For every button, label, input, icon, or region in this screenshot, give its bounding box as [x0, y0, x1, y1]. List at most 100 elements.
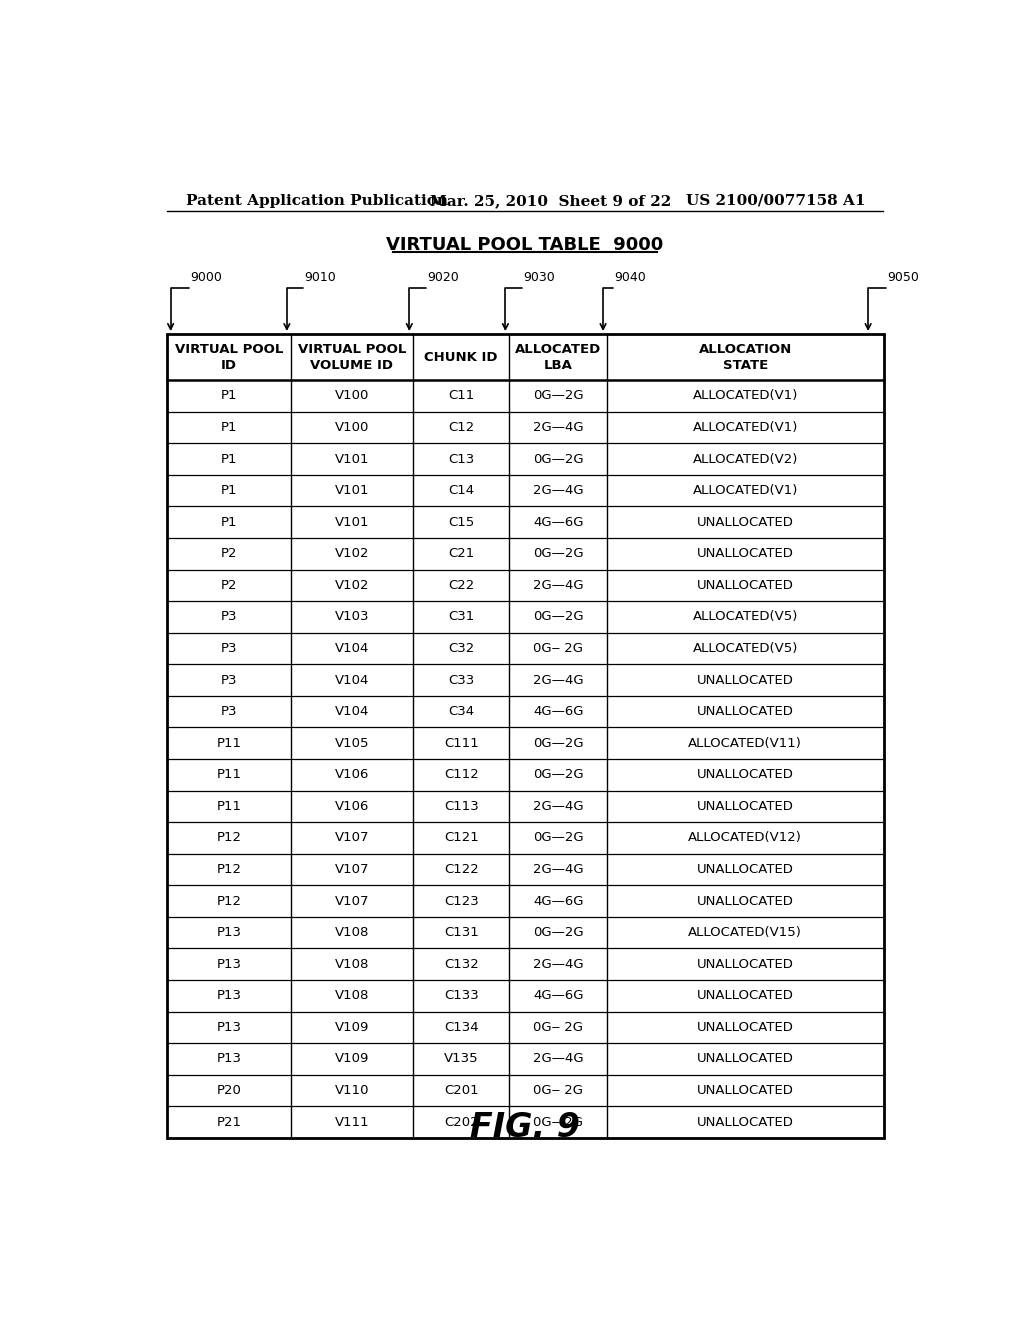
Text: P13: P13: [216, 958, 242, 970]
Text: US 2100/0077158 A1: US 2100/0077158 A1: [686, 194, 865, 207]
Text: P2: P2: [220, 579, 237, 591]
Text: P12: P12: [216, 895, 242, 908]
Text: UNALLOCATED: UNALLOCATED: [697, 673, 794, 686]
Text: V108: V108: [335, 958, 370, 970]
Text: UNALLOCATED: UNALLOCATED: [697, 768, 794, 781]
Text: C12: C12: [449, 421, 474, 434]
Text: V108: V108: [335, 927, 370, 939]
Text: V109: V109: [335, 1020, 370, 1034]
Text: V107: V107: [335, 832, 370, 845]
Text: VIRTUAL POOL TABLE  9000: VIRTUAL POOL TABLE 9000: [386, 236, 664, 253]
Text: 2G—4G: 2G—4G: [532, 863, 584, 876]
Text: C13: C13: [449, 453, 474, 466]
Text: ALLOCATED(V1): ALLOCATED(V1): [692, 484, 798, 498]
Text: 2G—4G: 2G—4G: [532, 1052, 584, 1065]
Text: C21: C21: [449, 548, 474, 560]
Text: C34: C34: [449, 705, 474, 718]
Text: V110: V110: [335, 1084, 370, 1097]
Text: ALLOCATED(V12): ALLOCATED(V12): [688, 832, 802, 845]
Text: P3: P3: [220, 610, 237, 623]
Text: 0G—2G: 0G—2G: [532, 453, 584, 466]
Text: 0G‒ 2G: 0G‒ 2G: [534, 1084, 583, 1097]
Text: 0G—2G: 0G—2G: [532, 832, 584, 845]
Text: V106: V106: [335, 768, 370, 781]
Text: P1: P1: [220, 421, 237, 434]
Text: C15: C15: [449, 516, 474, 529]
Text: Patent Application Publication: Patent Application Publication: [186, 194, 449, 207]
Text: UNALLOCATED: UNALLOCATED: [697, 1052, 794, 1065]
Text: ALLOCATED(V1): ALLOCATED(V1): [692, 421, 798, 434]
Text: 9010: 9010: [305, 271, 337, 284]
Text: P13: P13: [216, 1020, 242, 1034]
Text: V135: V135: [444, 1052, 478, 1065]
Text: P20: P20: [216, 1084, 242, 1097]
Text: V101: V101: [335, 453, 370, 466]
Text: C113: C113: [443, 800, 478, 813]
Text: V102: V102: [335, 548, 370, 560]
Text: ALLOCATED(V5): ALLOCATED(V5): [692, 610, 798, 623]
Text: 2G—4G: 2G—4G: [532, 958, 584, 970]
Text: C121: C121: [443, 832, 478, 845]
Text: UNALLOCATED: UNALLOCATED: [697, 895, 794, 908]
Text: P3: P3: [220, 642, 237, 655]
Text: 2G—4G: 2G—4G: [532, 800, 584, 813]
Text: C33: C33: [449, 673, 474, 686]
Text: 0G—2G: 0G—2G: [532, 768, 584, 781]
Text: ALLOCATION
STATE: ALLOCATION STATE: [698, 343, 792, 371]
Text: 2G—4G: 2G—4G: [532, 673, 584, 686]
Text: 0G—2G: 0G—2G: [532, 389, 584, 403]
Text: 0G‒ 2G: 0G‒ 2G: [534, 1020, 583, 1034]
Text: C111: C111: [443, 737, 478, 750]
Text: 9020: 9020: [427, 271, 459, 284]
Text: CHUNK ID: CHUNK ID: [425, 351, 498, 363]
Text: UNALLOCATED: UNALLOCATED: [697, 548, 794, 560]
Text: 0G—2G: 0G—2G: [532, 548, 584, 560]
Text: P1: P1: [220, 453, 237, 466]
Text: C22: C22: [449, 579, 474, 591]
Text: FIG. 9: FIG. 9: [470, 1110, 580, 1143]
Text: C201: C201: [444, 1084, 478, 1097]
Text: V107: V107: [335, 895, 370, 908]
Text: 2G—4G: 2G—4G: [532, 484, 584, 498]
Text: V101: V101: [335, 484, 370, 498]
Text: C132: C132: [443, 958, 478, 970]
Text: V104: V104: [335, 705, 370, 718]
Text: UNALLOCATED: UNALLOCATED: [697, 579, 794, 591]
Text: P13: P13: [216, 927, 242, 939]
Text: V104: V104: [335, 673, 370, 686]
Text: V104: V104: [335, 642, 370, 655]
Text: C122: C122: [443, 863, 478, 876]
Text: V101: V101: [335, 516, 370, 529]
Text: UNALLOCATED: UNALLOCATED: [697, 1020, 794, 1034]
Text: 0G‒ 2G: 0G‒ 2G: [534, 1115, 583, 1129]
Text: V108: V108: [335, 989, 370, 1002]
Text: 2G—4G: 2G—4G: [532, 579, 584, 591]
Text: 0G—2G: 0G—2G: [532, 927, 584, 939]
Text: UNALLOCATED: UNALLOCATED: [697, 800, 794, 813]
Text: V103: V103: [335, 610, 370, 623]
Text: 9030: 9030: [523, 271, 555, 284]
Text: C134: C134: [444, 1020, 478, 1034]
Text: UNALLOCATED: UNALLOCATED: [697, 989, 794, 1002]
Text: P13: P13: [216, 989, 242, 1002]
Text: ALLOCATED(V1): ALLOCATED(V1): [692, 389, 798, 403]
Text: C14: C14: [449, 484, 474, 498]
Text: V105: V105: [335, 737, 370, 750]
Text: C202: C202: [444, 1115, 478, 1129]
Text: V106: V106: [335, 800, 370, 813]
Text: P1: P1: [220, 484, 237, 498]
Text: UNALLOCATED: UNALLOCATED: [697, 863, 794, 876]
Text: UNALLOCATED: UNALLOCATED: [697, 1115, 794, 1129]
Text: V107: V107: [335, 863, 370, 876]
Text: VIRTUAL POOL
ID: VIRTUAL POOL ID: [174, 343, 283, 371]
Text: ALLOCATED(V5): ALLOCATED(V5): [692, 642, 798, 655]
Text: C112: C112: [443, 768, 478, 781]
Text: 4G—6G: 4G—6G: [532, 895, 584, 908]
Text: C131: C131: [443, 927, 478, 939]
Bar: [167, 334, 884, 1138]
Text: 9050: 9050: [888, 271, 920, 284]
Text: C123: C123: [443, 895, 478, 908]
Text: P11: P11: [216, 800, 242, 813]
Text: 0G—2G: 0G—2G: [532, 737, 584, 750]
Text: P11: P11: [216, 768, 242, 781]
